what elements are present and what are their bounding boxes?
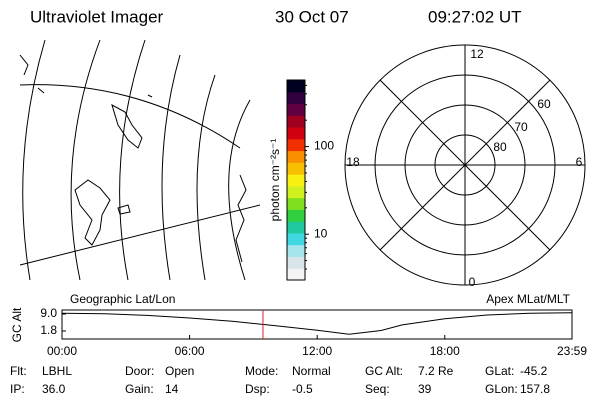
coastline (117, 204, 131, 215)
colorbar-step (287, 115, 305, 128)
status-value: 14 (165, 382, 179, 396)
colorbar-frame (286, 79, 306, 281)
lat-line (19, 84, 241, 149)
x-tick-label: 00:00 (47, 344, 77, 358)
coastline (147, 94, 153, 98)
polar-grid: 12 18 6 0 60 70 80 (344, 44, 586, 289)
mlt-label: 0 (469, 275, 476, 289)
coastline (111, 103, 143, 149)
status-value: 7.2 Re (418, 364, 454, 378)
status-value: Open (165, 364, 194, 378)
status-value: -45.2 (520, 364, 548, 378)
status-value: -0.5 (292, 382, 313, 396)
mlt-line (379, 79, 551, 251)
colorbar-step (287, 197, 305, 210)
colorbar-tick-label: 100 (314, 139, 334, 153)
y-tick-label: 1.8 (40, 323, 57, 337)
map-title: Geographic Lat/Lon (70, 292, 175, 306)
colorbar-step (287, 244, 305, 257)
status-value: 39 (418, 382, 432, 396)
colorbar-tick-label: 10 (314, 226, 328, 240)
altitude-ylabel: GC Alt (10, 307, 24, 342)
status-label: IP: (10, 382, 25, 396)
colorbar-step (287, 91, 305, 105)
status-label: GC Alt: (365, 364, 403, 378)
instrument: Ultraviolet Imager (30, 7, 164, 26)
geographic-map (19, 39, 261, 281)
lat-line (19, 204, 261, 266)
colorbar-step (287, 150, 305, 163)
coastline (19, 54, 29, 76)
status-value: LBHL (42, 364, 72, 378)
mlt-label: 6 (576, 155, 583, 169)
time: 09:27:02 UT (428, 7, 522, 26)
x-tick-label: 23:59 (557, 344, 587, 358)
status-label: Gain: (125, 382, 154, 396)
lon-line (119, 39, 146, 281)
status-label: GLat: (485, 364, 514, 378)
lat-label: 80 (493, 140, 507, 154)
colorbar-step (287, 80, 305, 93)
polar-title: Apex MLat/MLT (486, 292, 570, 306)
status-value: 36.0 (42, 382, 66, 396)
lon-line (228, 99, 251, 281)
date: 30 Oct 07 (275, 7, 349, 26)
mlt-label: 12 (470, 47, 484, 61)
x-tick-label: 12:00 (302, 344, 332, 358)
colorbar-step (287, 268, 305, 281)
colorbar-step (287, 103, 305, 116)
status-value: Normal (292, 364, 331, 378)
coastline (74, 179, 111, 246)
colorbar-step (287, 232, 305, 246)
colorbar-step (287, 209, 305, 222)
coastline (235, 174, 247, 263)
status-label: Seq: (365, 382, 390, 396)
colorbar-label: photon cm⁻²s⁻¹ (268, 139, 282, 222)
colorbar-step (287, 185, 305, 199)
status-label: Flt: (10, 364, 27, 378)
status-label: Dsp: (245, 382, 270, 396)
colorbar-step (287, 174, 305, 187)
x-tick-label: 06:00 (175, 344, 205, 358)
status-value: 157.8 (520, 382, 550, 396)
colorbar-step (287, 162, 305, 175)
lon-line (196, 74, 216, 281)
altitude-line (61, 312, 573, 335)
colorbar-step (287, 256, 305, 269)
mlt-label: 18 (346, 155, 360, 169)
lat-label: 70 (514, 120, 528, 134)
coastline (37, 87, 45, 94)
lat-label: 60 (537, 97, 551, 111)
lon-line (70, 39, 101, 281)
y-tick-label: 9.0 (40, 306, 57, 320)
x-tick-label: 18:00 (430, 344, 460, 358)
colorbar-step (287, 221, 305, 234)
colorbar-step (287, 127, 305, 140)
status-label: Door: (125, 364, 154, 378)
status-label: GLon: (485, 382, 518, 396)
lon-line (161, 54, 181, 281)
status-label: Mode: (245, 364, 278, 378)
lon-line (22, 39, 46, 281)
colorbar-step (287, 138, 305, 152)
